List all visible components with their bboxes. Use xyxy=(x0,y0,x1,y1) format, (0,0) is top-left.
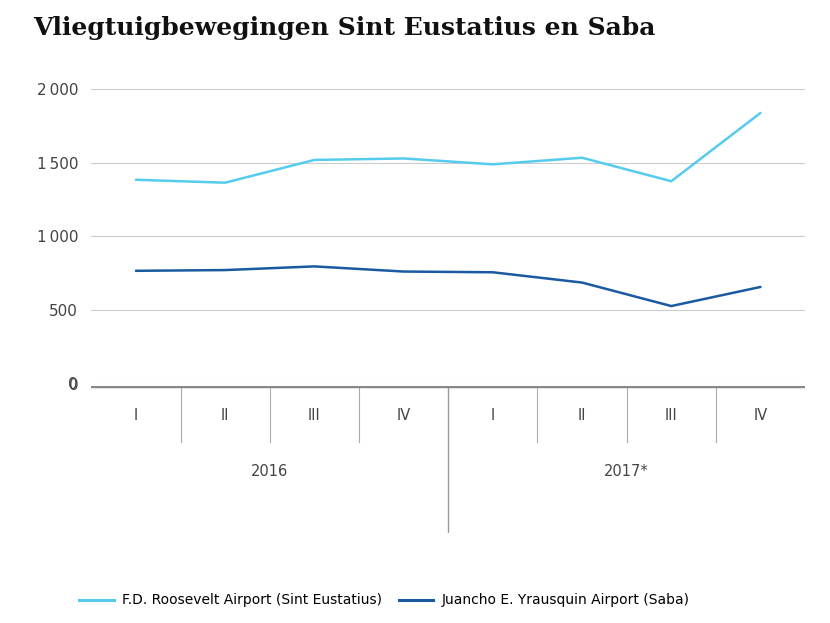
Text: I: I xyxy=(134,408,138,423)
Text: III: III xyxy=(665,408,677,423)
Text: II: II xyxy=(221,408,229,423)
Text: 2016: 2016 xyxy=(251,464,288,478)
Text: I: I xyxy=(491,408,495,423)
Text: 2017*: 2017* xyxy=(604,464,649,478)
Text: 0: 0 xyxy=(69,378,79,392)
Text: II: II xyxy=(578,408,586,423)
Text: III: III xyxy=(308,408,320,423)
Text: Vliegtuigbewegingen Sint Eustatius en Saba: Vliegtuigbewegingen Sint Eustatius en Sa… xyxy=(33,16,656,40)
Legend: F.D. Roosevelt Airport (Sint Eustatius), Juancho E. Yrausquin Airport (Saba): F.D. Roosevelt Airport (Sint Eustatius),… xyxy=(73,588,696,613)
Text: IV: IV xyxy=(754,408,768,423)
Text: IV: IV xyxy=(397,408,411,423)
